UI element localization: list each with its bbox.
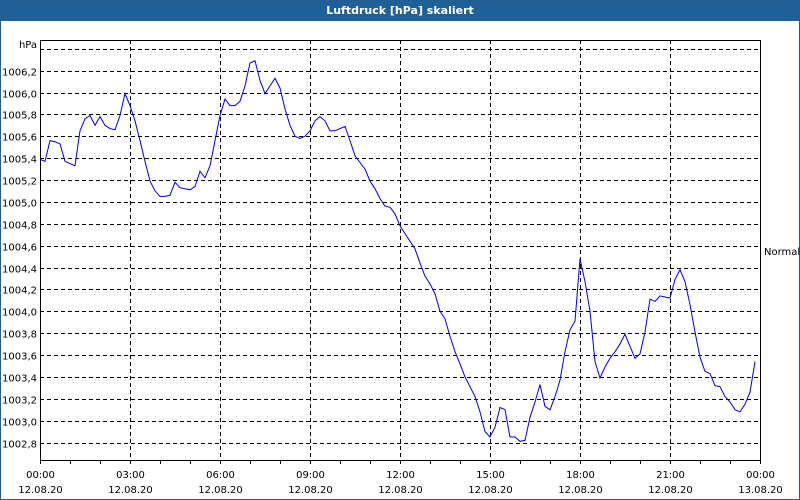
y-tick-label: 1005,4	[2, 155, 37, 166]
x-tick-time-label: 21:00	[656, 470, 685, 481]
x-tick-date-label: 13.08.20	[738, 485, 783, 496]
x-tick-date-label: 12.08.20	[558, 485, 603, 496]
x-tick-time-label: 18:00	[566, 470, 595, 481]
y-tick-label: 1002,8	[2, 440, 37, 451]
y-tick-label: 1004,4	[2, 265, 37, 276]
y-tick-label: 1003,8	[2, 330, 37, 341]
y-tick-label: 1004,6	[2, 243, 37, 254]
y-tick-label: 1005,2	[2, 177, 37, 188]
chart-title: Luftdruck [hPa] skaliert	[1, 1, 799, 21]
x-tick-time-label: 09:00	[296, 470, 325, 481]
x-tick-time-label: 00:00	[26, 470, 55, 481]
x-tick-time-label: 03:00	[116, 470, 145, 481]
y-tick-label: 1003,6	[2, 352, 37, 363]
y-tick-label: 1006,2	[2, 68, 37, 79]
y-tick-label: 1003,2	[2, 396, 37, 407]
x-tick-date-label: 12.08.20	[468, 485, 513, 496]
y-tick-label: 1003,0	[2, 418, 37, 429]
x-tick-time-label: 15:00	[476, 470, 505, 481]
y-tick-label: 1004,8	[2, 221, 37, 232]
y-tick-label: 1004,2	[2, 286, 37, 297]
y-tick-label: 1005,6	[2, 133, 37, 144]
y-axis-unit-label: hPa	[19, 40, 37, 51]
x-tick-date-label: 12.08.20	[198, 485, 243, 496]
series-line-luftdruck	[39, 60, 756, 442]
y-tick-label: 1005,8	[2, 111, 37, 122]
y-tick-label: 1005,0	[2, 199, 37, 210]
plot-frame	[40, 40, 761, 461]
x-tick-date-label: 12.08.20	[18, 485, 63, 496]
x-tick-time-label: 06:00	[206, 470, 235, 481]
x-tick-time-label: 00:00	[746, 470, 775, 481]
y-tick-label: 1006,0	[2, 90, 37, 101]
x-tick-date-label: 12.08.20	[648, 485, 693, 496]
x-tick-date-label: 12.08.20	[378, 485, 423, 496]
x-tick-date-label: 12.08.20	[288, 485, 333, 496]
reference-label: Normal	[764, 247, 800, 258]
x-tick-date-label: 12.08.20	[108, 485, 153, 496]
x-tick-time-label: 12:00	[386, 470, 415, 481]
y-tick-label: 1003,4	[2, 374, 37, 385]
y-tick-label: 1004,0	[2, 308, 37, 319]
